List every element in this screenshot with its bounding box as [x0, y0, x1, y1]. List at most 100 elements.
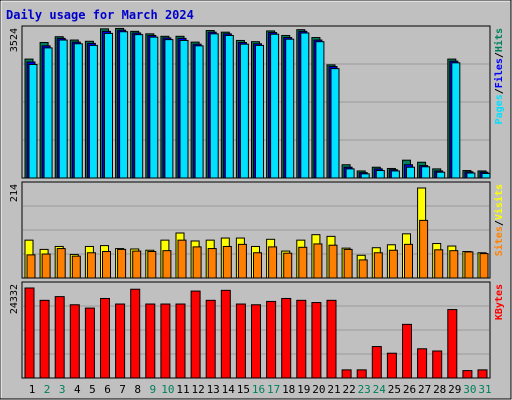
- visits_sites-legend: Sites/Visits: [493, 184, 505, 256]
- visits_sites-bar-sites-day-6: [102, 251, 111, 279]
- hits_files_pages-legend-separator: /: [494, 52, 505, 58]
- visits_sites-bar-sites-day-18: [283, 252, 293, 279]
- visits_sites-bar-sites-day-29: [449, 250, 459, 279]
- x-tick-label-day-16: 16: [252, 383, 265, 396]
- kbytes-legend: KBytes: [494, 284, 505, 320]
- hits_files_pages-bar-pages-day-5: [88, 44, 98, 179]
- hits_files_pages-bar-pages-day-24: [375, 170, 385, 179]
- hits_files_pages-legend-files: Files: [493, 58, 505, 88]
- x-axis-day-labels: 1 2 3 4 5 6 7 8 9 10 11 12 13 14 15 16 17 18 19 20 21 22 23 24 2…: [29, 383, 492, 396]
- x-tick-label-day-23: 23: [358, 383, 371, 396]
- visits_sites-legend-sites: Sites: [493, 226, 505, 256]
- hits_files_pages-bar-pages-day-3: [58, 39, 68, 179]
- x-tick-label-day-24: 24: [373, 383, 387, 396]
- visits_sites-bar-sites-day-15: [237, 243, 247, 279]
- visits_sites-bar-sites-day-17: [268, 246, 278, 279]
- visits_sites-bar-sites-day-22: [343, 248, 353, 279]
- kbytes-bar-kbytes-day-4: [69, 304, 80, 379]
- x-tick-label-day-27: 27: [418, 383, 431, 396]
- kbytes-bar-kbytes-day-2: [39, 299, 50, 379]
- visits_sites-bar-sites-day-21: [328, 244, 338, 279]
- x-tick-label-day-20: 20: [312, 383, 325, 396]
- x-tick-label-day-31: 31: [478, 383, 491, 396]
- visits_sites-bar-sites-day-16: [253, 252, 262, 279]
- kbytes-bar-kbytes-day-23: [356, 369, 367, 379]
- kbytes-bar-kbytes-day-20: [311, 302, 322, 379]
- kbytes-bar-kbytes-day-9: [145, 303, 156, 379]
- x-tick-label-day-10: 10: [161, 383, 174, 396]
- hits_files_pages-bar-pages-day-7: [119, 31, 129, 179]
- hits_files_pages-bar-pages-day-17: [270, 33, 280, 179]
- hits_files_pages-bar-pages-day-19: [300, 32, 310, 179]
- visits_sites-max-label: 214: [9, 184, 20, 202]
- kbytes-bar-kbytes-day-28: [432, 350, 443, 379]
- x-tick-label-day-21: 21: [327, 383, 340, 396]
- x-tick-label-day-15: 15: [237, 383, 250, 396]
- hits_files_pages-bar-pages-day-22: [345, 168, 355, 179]
- kbytes-bar-kbytes-day-11: [175, 303, 186, 379]
- kbytes-panel: 24332 KBytes: [9, 281, 505, 379]
- kbytes-bar-kbytes-day-5: [84, 307, 95, 379]
- hits_files_pages-bar-pages-day-23: [360, 173, 370, 179]
- kbytes-bar-kbytes-day-30: [462, 370, 473, 379]
- hits_files_pages-bar-pages-day-20: [315, 41, 325, 179]
- visits_sites-bar-sites-day-1: [26, 254, 36, 279]
- hits_files_pages-bar-pages-day-1: [28, 63, 38, 179]
- kbytes-bar-kbytes-day-19: [296, 299, 307, 379]
- visits_sites-bar-sites-day-2: [41, 253, 51, 279]
- kbytes-bar-kbytes-day-18: [281, 297, 292, 379]
- visits_sites-bar-sites-day-24: [373, 252, 383, 279]
- x-tick-label-day-22: 22: [342, 383, 355, 396]
- hits_files_pages-bar-pages-day-18: [285, 38, 295, 179]
- x-tick-label-day-13: 13: [207, 383, 220, 396]
- visits_sites-bar-sites-day-4: [71, 255, 81, 279]
- visits_sites-legend-separator: /: [494, 220, 505, 226]
- hits_files_pages-bar-pages-day-30: [466, 172, 476, 179]
- x-tick-label-day-14: 14: [222, 383, 236, 396]
- visits_sites-bar-sites-day-13: [207, 248, 217, 279]
- visits_sites-legend-visits: Visits: [493, 184, 505, 220]
- x-tick-label-day-26: 26: [403, 383, 416, 396]
- visits_sites-bar-sites-day-9: [147, 251, 157, 279]
- kbytes-bar-kbytes-day-29: [447, 309, 458, 379]
- x-tick-label-day-19: 19: [297, 383, 310, 396]
- hits_files_pages-legend: Pages/Files/Hits: [493, 28, 505, 124]
- kbytes-bar-kbytes-day-8: [130, 288, 141, 379]
- x-tick-label-day-7: 7: [119, 383, 126, 396]
- hits_files_pages-bar-pages-day-15: [239, 43, 249, 179]
- kbytes-bar-kbytes-day-12: [190, 290, 201, 379]
- hits_files_pages-bar-pages-day-14: [224, 34, 234, 179]
- visits_sites-bar-sites-day-8: [132, 250, 142, 279]
- hits_files_pages-bar-pages-day-8: [134, 34, 144, 179]
- x-tick-label-day-29: 29: [448, 383, 461, 396]
- x-tick-label-day-1: 1: [29, 383, 36, 396]
- visits_sites-bar-sites-day-31: [479, 253, 489, 279]
- hits_files_pages-bar-pages-day-29: [451, 62, 461, 179]
- hits_files_pages-bar-pages-day-2: [43, 47, 53, 179]
- visits_sites-bar-sites-day-20: [313, 243, 323, 279]
- x-tick-label-day-9: 9: [149, 383, 156, 396]
- hits_files_pages-bar-pages-day-16: [255, 44, 264, 179]
- kbytes-bar-kbytes-day-25: [386, 352, 397, 379]
- visits_sites-bar-sites-day-12: [192, 246, 202, 279]
- hits_files_pages-bar-pages-day-27: [421, 166, 431, 179]
- hits_files_pages-legend-hits: Hits: [493, 28, 505, 52]
- hits_files_pages-bar-pages-day-31: [481, 172, 491, 179]
- kbytes-bar-kbytes-day-31: [477, 369, 488, 379]
- visits_sites-bar-sites-day-27: [419, 219, 429, 279]
- x-tick-label-day-30: 30: [463, 383, 476, 396]
- kbytes-bar-kbytes-day-27: [417, 348, 428, 379]
- x-tick-label-day-5: 5: [89, 383, 96, 396]
- x-tick-label-day-6: 6: [104, 383, 111, 396]
- kbytes-bar-kbytes-day-6: [100, 297, 110, 379]
- kbytes-bar-kbytes-day-10: [160, 303, 171, 379]
- hits_files_pages-max-label: 3524: [9, 28, 20, 52]
- x-tick-label-day-17: 17: [267, 383, 280, 396]
- kbytes-bar-kbytes-day-21: [326, 299, 337, 379]
- hits_files_pages-legend-pages: Pages: [494, 94, 505, 124]
- kbytes-max-label: 24332: [9, 284, 20, 314]
- visits_sites-bar-sites-day-5: [86, 252, 96, 279]
- visits_sites-bar-sites-day-23: [358, 259, 368, 279]
